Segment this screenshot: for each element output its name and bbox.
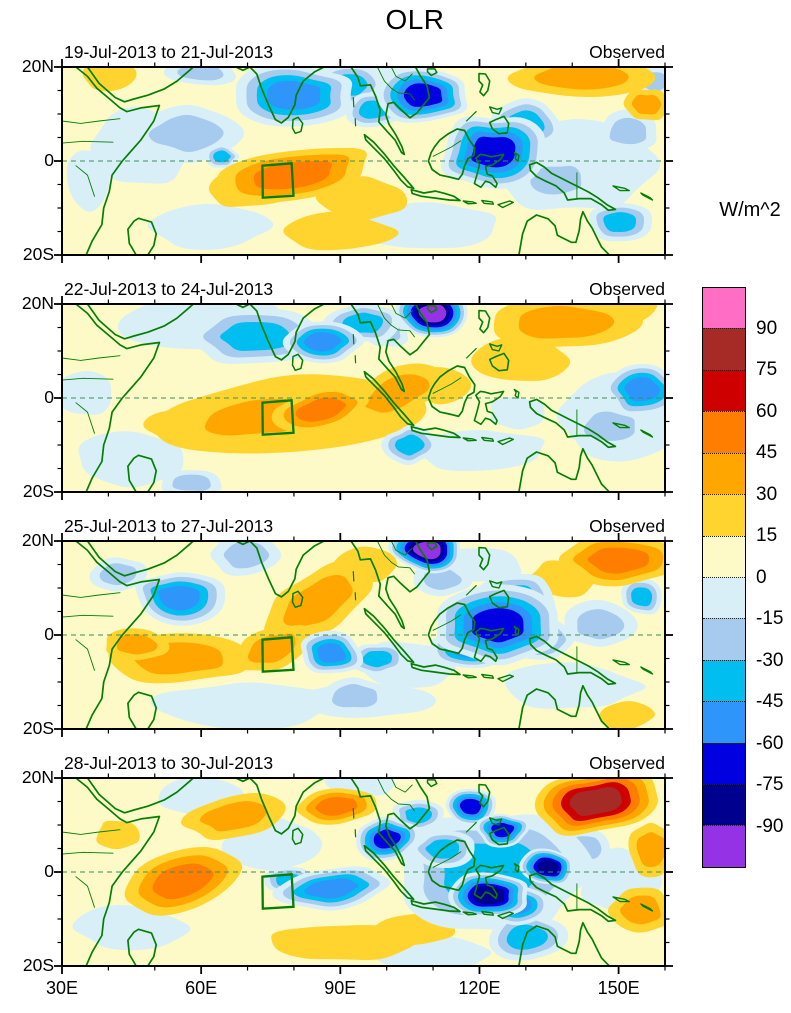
y-axis-label: 20S	[22, 244, 54, 264]
y-axis-label: 0	[44, 387, 54, 407]
panel-source-label: Observed	[589, 753, 665, 773]
y-axis-label: 20N	[21, 56, 54, 76]
panel-date-range: 22-Jul-2013 to 24-Jul-2013	[64, 279, 274, 299]
colorbar-segment	[703, 742, 745, 785]
panel-date-range: 19-Jul-2013 to 21-Jul-2013	[64, 42, 274, 62]
colorbar-segment	[703, 452, 745, 495]
y-axis-label: 20S	[22, 718, 54, 738]
colorbar-tick-label: -60	[756, 732, 784, 754]
map-panel-2	[54, 296, 673, 500]
map-panel-3	[54, 533, 673, 737]
index-region-box	[261, 873, 295, 910]
panel-source-label: Observed	[589, 279, 665, 299]
colorbar-tick-label: -15	[756, 608, 784, 629]
panel-header: 25-Jul-2013 to 27-Jul-2013 Observed	[64, 516, 665, 537]
colorbar-tick-label: 15	[756, 525, 778, 546]
panel-date-range: 25-Jul-2013 to 27-Jul-2013	[64, 516, 274, 536]
colorbar-segment	[703, 825, 745, 867]
panel-header: 22-Jul-2013 to 24-Jul-2013 Observed	[64, 279, 665, 300]
panel-header: 19-Jul-2013 to 21-Jul-2013 Observed	[64, 42, 665, 63]
colorbar-segment	[703, 494, 745, 536]
colorbar-tick-label: 90	[756, 317, 778, 339]
index-region-box	[261, 162, 295, 199]
colorbar-segment	[703, 618, 745, 660]
y-axis-label: 0	[44, 861, 54, 881]
colorbar-segment	[703, 288, 745, 329]
y-axis-label: 20S	[22, 481, 54, 501]
index-region-box	[261, 399, 295, 436]
colorbar-segment	[703, 411, 745, 453]
index-region-box	[261, 636, 295, 673]
colorbar-units-label: W/m^2	[719, 199, 781, 221]
y-axis-label: 0	[44, 624, 54, 644]
colorbar-tick-label: 0	[756, 566, 767, 588]
colorbar-tick-label: -75	[756, 774, 784, 795]
colorbar-tick-label: 30	[756, 483, 778, 505]
colorbar-tick-label: -90	[756, 815, 784, 837]
colorbar-segment	[703, 784, 745, 826]
colorbar-segment	[703, 535, 745, 577]
y-axis-label: 20N	[21, 293, 54, 313]
y-axis-label: 20S	[22, 955, 54, 975]
colorbar-segment	[703, 328, 745, 370]
colorbar-tick-label: -45	[756, 691, 784, 712]
y-axis-label: 0	[44, 150, 54, 170]
x-axis-label: 60E	[185, 978, 218, 998]
panel-header: 28-Jul-2013 to 30-Jul-2013 Observed	[64, 753, 665, 774]
panel-date-range: 28-Jul-2013 to 30-Jul-2013	[64, 753, 274, 773]
colorbar-tick-label: 45	[756, 442, 778, 463]
colorbar-tick-label: 75	[756, 359, 778, 380]
figure-title: OLR	[385, 4, 445, 35]
colorbar-tick-label: 60	[756, 400, 778, 422]
colorbar-segment	[703, 369, 745, 412]
y-axis-label: 20N	[21, 530, 54, 550]
x-axis-label: 150E	[597, 978, 640, 998]
x-axis-label: 30E	[45, 978, 79, 998]
colorbar	[702, 287, 746, 868]
colorbar-segment	[703, 576, 745, 619]
panel-source-label: Observed	[589, 516, 665, 536]
x-axis-label: 90E	[324, 978, 357, 998]
map-panel-4	[54, 770, 673, 974]
colorbar-tick-label: -30	[756, 649, 784, 671]
x-axis-label: 120E	[458, 978, 501, 998]
panel-source-label: Observed	[589, 42, 665, 62]
colorbar-segment	[703, 659, 745, 702]
map-panel-1	[54, 59, 673, 263]
colorbar-segment	[703, 701, 745, 743]
y-axis-label: 20N	[21, 767, 54, 787]
